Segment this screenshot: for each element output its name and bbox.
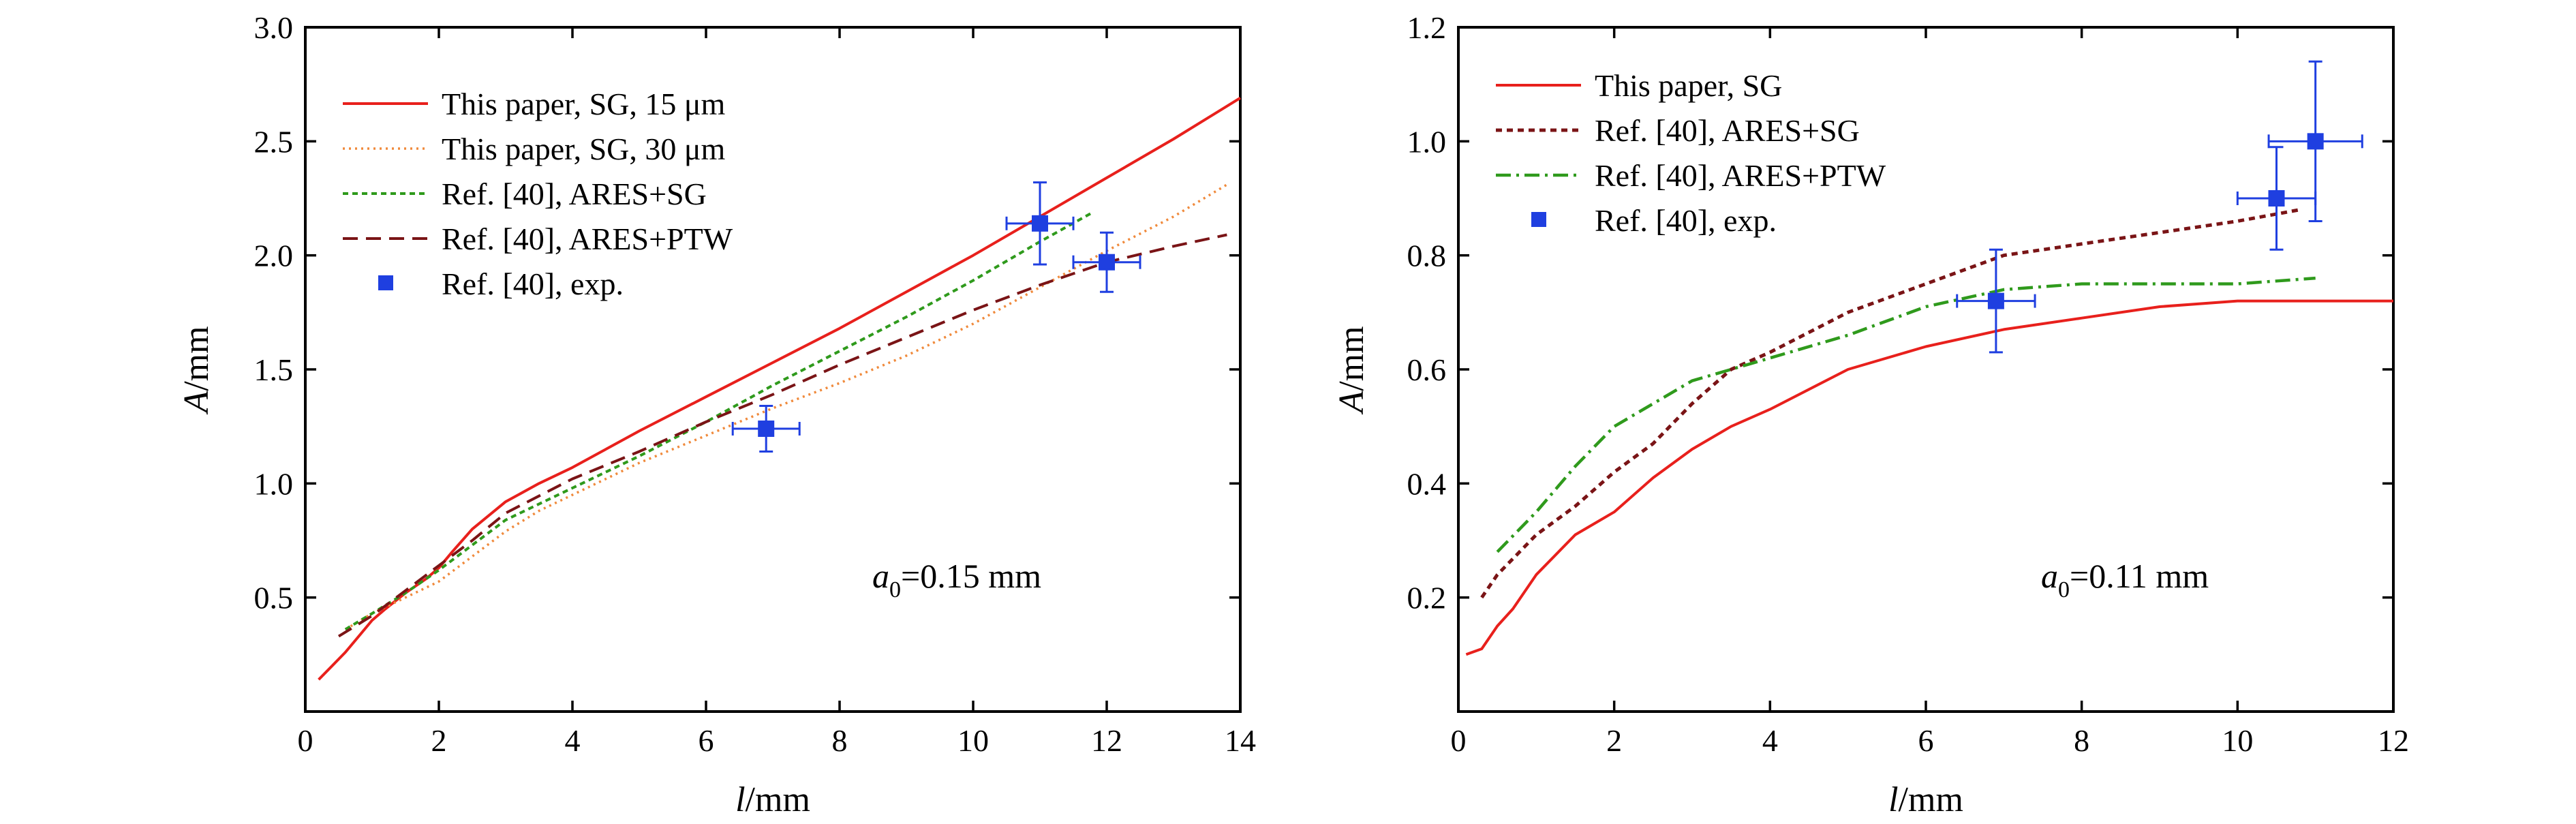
x-tick-label: 12 bbox=[2378, 723, 2409, 758]
x-tick-label: 8 bbox=[832, 723, 848, 758]
exp-point bbox=[1956, 248, 2036, 354]
annotation-right: a0=0.11 mm bbox=[2041, 557, 2209, 602]
plot-frame-left bbox=[304, 26, 1242, 713]
legend-entry: Ref. [40], ARES+PTW bbox=[343, 222, 733, 256]
legend-label: This paper, SG bbox=[1595, 68, 1782, 103]
legend-entry: This paper, SG bbox=[1496, 68, 1782, 103]
y-axis-label-right: A/mm bbox=[1332, 326, 1371, 414]
y-tick-label: 1.5 bbox=[254, 352, 294, 387]
x-tick-label: 2 bbox=[1606, 723, 1622, 758]
series-line bbox=[1496, 276, 2316, 553]
x-tick-label: 4 bbox=[565, 723, 581, 758]
exp-marker bbox=[2307, 133, 2324, 150]
legend-entry: Ref. [40], ARES+PTW bbox=[1496, 158, 1886, 193]
exp-marker bbox=[2268, 190, 2285, 207]
exp-point bbox=[1072, 231, 1141, 293]
y-tick-label: 1.0 bbox=[1407, 124, 1447, 159]
x-tick-label: 10 bbox=[2222, 723, 2253, 758]
series-left bbox=[318, 96, 1242, 681]
y-tick-label: 3.0 bbox=[254, 10, 294, 45]
y-tick-label: 2.0 bbox=[254, 239, 294, 273]
exp-marker bbox=[1032, 215, 1048, 232]
legend-marker bbox=[378, 275, 393, 290]
y-tick-label: 1.2 bbox=[1407, 10, 1447, 45]
x-tick-label: 0 bbox=[1451, 723, 1467, 758]
chart-right: 0 2 4 6 8 10 12 0.2 0.4 0.6 0.8 1.0 1.2 This paper, … bbox=[1332, 10, 2409, 819]
exp-point bbox=[2236, 146, 2317, 251]
y-tick-label: 1.0 bbox=[254, 466, 294, 501]
exp-point bbox=[2267, 60, 2363, 222]
x-tick-label: 12 bbox=[1091, 723, 1122, 758]
exp-marker bbox=[1987, 292, 2004, 309]
legend-label: Ref. [40], ARES+SG bbox=[1595, 113, 1860, 148]
x-tick-label: 10 bbox=[957, 723, 989, 758]
legend-entry: This paper, SG, 30 μm bbox=[343, 132, 726, 166]
x-tick-label: 14 bbox=[1225, 723, 1256, 758]
exp-point bbox=[1005, 181, 1075, 266]
legend-label: Ref. [40], ARES+SG bbox=[442, 177, 707, 211]
series-line bbox=[1480, 208, 2301, 599]
x-tick-label: 8 bbox=[2074, 723, 2089, 758]
x-tick-label: 2 bbox=[431, 723, 447, 758]
legend-label: Ref. [40], exp. bbox=[442, 266, 624, 301]
exp-point bbox=[731, 405, 801, 453]
series-right bbox=[1465, 60, 2393, 656]
x-tick-label: 6 bbox=[1918, 723, 1934, 758]
x-axis-label-left: l/mm bbox=[735, 780, 810, 819]
legend-entry: Ref. [40], ARES+SG bbox=[343, 177, 707, 211]
y-tick-label: 0.8 bbox=[1407, 239, 1447, 273]
series-line bbox=[344, 183, 1228, 631]
x-tick-label: 0 bbox=[298, 723, 313, 758]
exp-marker bbox=[758, 421, 775, 438]
legend-entry: Ref. [40], exp. bbox=[378, 266, 624, 301]
legend-left: This paper, SG, 15 μm This paper, SG, 30 … bbox=[343, 87, 733, 301]
ticks-right: 0 2 4 6 8 10 12 0.2 0.4 0.6 0.8 1.0 1.2 bbox=[1407, 10, 2410, 758]
legend-label: Ref. [40], ARES+PTW bbox=[1595, 158, 1886, 193]
chart-left: 0 2 4 6 8 10 12 14 0.5 1.0 1.5 2.0 2.5 3.0 This paper… bbox=[177, 10, 1256, 819]
ticks-left: 0 2 4 6 8 10 12 14 0.5 1.0 1.5 2.0 2.5 3.0 bbox=[254, 10, 1257, 758]
y-axis-label-left: A/mm bbox=[177, 326, 216, 414]
x-axis-label-right: l/mm bbox=[1888, 780, 1963, 819]
x-tick-label: 4 bbox=[1762, 723, 1778, 758]
annotation-left: a0=0.15 mm bbox=[872, 557, 1041, 602]
legend-label: This paper, SG, 30 μm bbox=[442, 132, 726, 166]
series-line bbox=[1465, 299, 2393, 656]
x-tick-label: 6 bbox=[699, 723, 714, 758]
legend-entry: Ref. [40], exp. bbox=[1531, 203, 1777, 238]
legend-marker bbox=[1531, 212, 1546, 227]
legend-label: Ref. [40], exp. bbox=[1595, 203, 1777, 238]
legend-entry: This paper, SG, 15 μm bbox=[343, 87, 726, 121]
exp-marker bbox=[1099, 254, 1115, 271]
series-line bbox=[318, 96, 1242, 681]
y-tick-label: 2.5 bbox=[254, 124, 294, 159]
legend-label: Ref. [40], ARES+PTW bbox=[442, 222, 733, 256]
series-line bbox=[337, 233, 1227, 638]
legend-right: This paper, SG Ref. [40], ARES+SG Ref. [40… bbox=[1496, 68, 1886, 238]
y-tick-label: 0.2 bbox=[1407, 581, 1447, 615]
legend-entry: Ref. [40], ARES+SG bbox=[1496, 113, 1860, 148]
legend-label: This paper, SG, 15 μm bbox=[442, 87, 726, 121]
y-tick-label: 0.6 bbox=[1407, 352, 1447, 387]
y-tick-label: 0.4 bbox=[1407, 466, 1447, 501]
y-tick-label: 0.5 bbox=[254, 581, 294, 615]
